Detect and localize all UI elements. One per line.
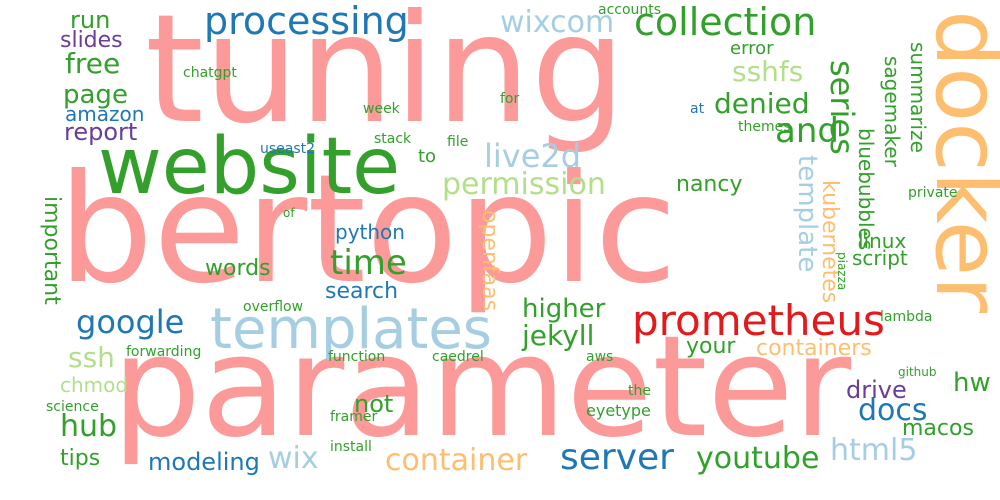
word-series: series [823, 60, 861, 155]
word-docker: docker [915, 10, 1000, 313]
word-containers: containers [756, 336, 872, 361]
word-of: of [283, 206, 295, 220]
word-eyetype: eyetype [586, 401, 651, 420]
word-bertopic: bertopic [58, 143, 678, 317]
word-forwarding: forwarding [126, 344, 202, 360]
word-tuning: tuning [145, 0, 626, 157]
word-the: the [628, 383, 651, 399]
word-run: run [70, 6, 111, 34]
word-file: file [447, 134, 469, 150]
word-and: and [775, 111, 839, 151]
word-to: to [418, 146, 437, 167]
word-nancy: nancy [676, 172, 743, 197]
word-tips: tips [60, 446, 101, 471]
word-server: server [560, 437, 674, 478]
word-report: report [64, 118, 138, 146]
word-stack: stack [374, 131, 412, 147]
word-your: your [686, 334, 736, 359]
word-parameter: parameter [112, 306, 852, 469]
word-science: science [46, 399, 99, 415]
word-lambda: lambda [880, 309, 933, 325]
word-week: week [363, 101, 400, 117]
word-for: for [500, 91, 520, 107]
word-collection: collection [634, 0, 817, 44]
word-higher: higher [522, 294, 606, 324]
word-piazza: piazza [835, 252, 849, 291]
word-container: container [385, 443, 528, 478]
word-useast2: useast2 [260, 141, 316, 157]
word-private: private [908, 185, 958, 201]
word-overflow: overflow [243, 299, 304, 315]
word-chmod: chmod [60, 373, 129, 397]
word-free: free [65, 47, 121, 80]
word-wix: wix [268, 441, 319, 476]
word-search: search [325, 279, 399, 304]
word-sshfs: sshfs [732, 55, 804, 88]
word-macos: macos [902, 416, 974, 441]
word-at: at [690, 101, 705, 117]
word-denied: denied [714, 87, 810, 120]
word-html5: html5 [830, 433, 918, 468]
word-wixcom: wixcom [500, 5, 615, 40]
word-themes: themes [738, 119, 791, 135]
word-not: not [354, 390, 394, 418]
word-page: page [63, 80, 128, 110]
word-youtube: youtube [696, 441, 820, 476]
word-aws: aws [586, 349, 614, 365]
word-template: template [792, 155, 822, 273]
word-words: words [205, 256, 271, 281]
word-prometheus: prometheus [632, 296, 885, 345]
word-install: install [330, 439, 372, 455]
word-live2d: live2d [484, 137, 582, 175]
word-summarize: summarize [906, 42, 930, 153]
word-hw: hw [953, 368, 991, 398]
word-hub: hub [60, 409, 118, 444]
word-modeling: modeling [148, 448, 260, 476]
word-openfaas: openfaas [477, 210, 502, 312]
word-script: script [852, 246, 908, 270]
word-templates: templates [210, 297, 492, 362]
word-github: github [898, 365, 937, 379]
word-function: function [328, 349, 386, 365]
word-sagemaker: sagemaker [880, 56, 904, 167]
word-accounts: accounts [598, 2, 662, 18]
word-docs: docs [858, 393, 928, 428]
word-important: important [39, 196, 64, 305]
word-processing: processing [204, 0, 409, 43]
word-framer: framer [330, 409, 378, 425]
word-caedrel: caedrel [432, 349, 484, 365]
word-jekyll: jekyll [522, 319, 595, 352]
word-website: website [98, 122, 401, 212]
word-permission: permission [442, 167, 606, 202]
word-drive: drive [846, 376, 907, 404]
word-chatgpt: chatgpt [183, 65, 237, 81]
word-amazon: amazon [65, 102, 145, 126]
word-error: error [730, 38, 774, 59]
word-linux: linux [858, 229, 907, 253]
word-slides: slides [60, 28, 123, 53]
word-kubernetes: kubernetes [817, 180, 842, 304]
word-google: google [76, 303, 185, 341]
word-time: time [330, 243, 407, 283]
word-bluebubbles: bluebubbles [854, 128, 878, 251]
word-ssh: ssh [68, 341, 115, 374]
word-python: python [335, 220, 405, 244]
